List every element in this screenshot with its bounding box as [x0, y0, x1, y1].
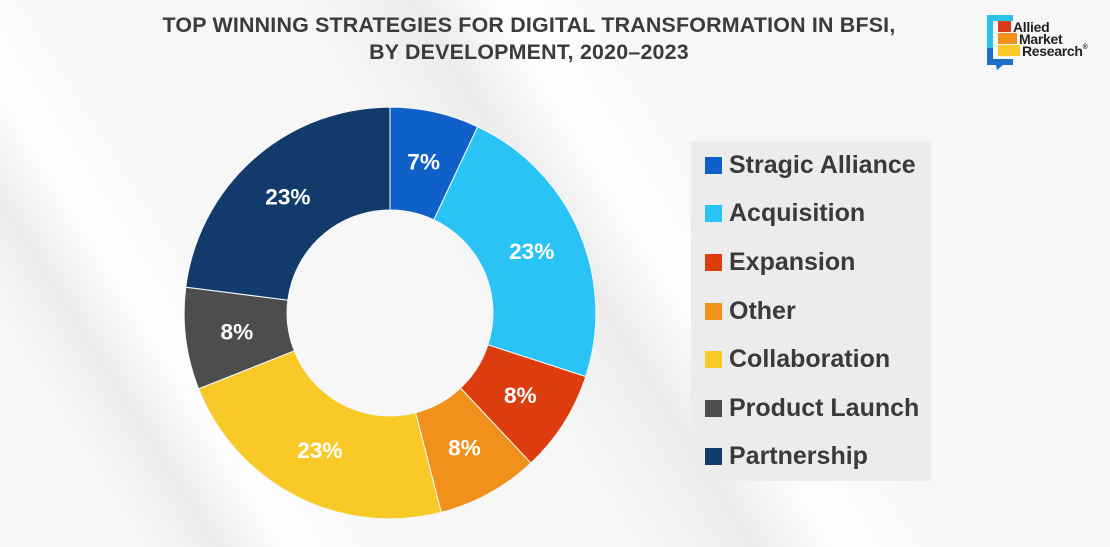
svg-text:23%: 23%: [509, 239, 554, 264]
svg-text:7%: 7%: [407, 150, 440, 175]
svg-text:8%: 8%: [504, 383, 537, 408]
svg-text:8%: 8%: [220, 320, 253, 345]
svg-text:8%: 8%: [448, 435, 481, 460]
svg-text:23%: 23%: [297, 438, 342, 463]
svg-text:23%: 23%: [265, 184, 310, 209]
